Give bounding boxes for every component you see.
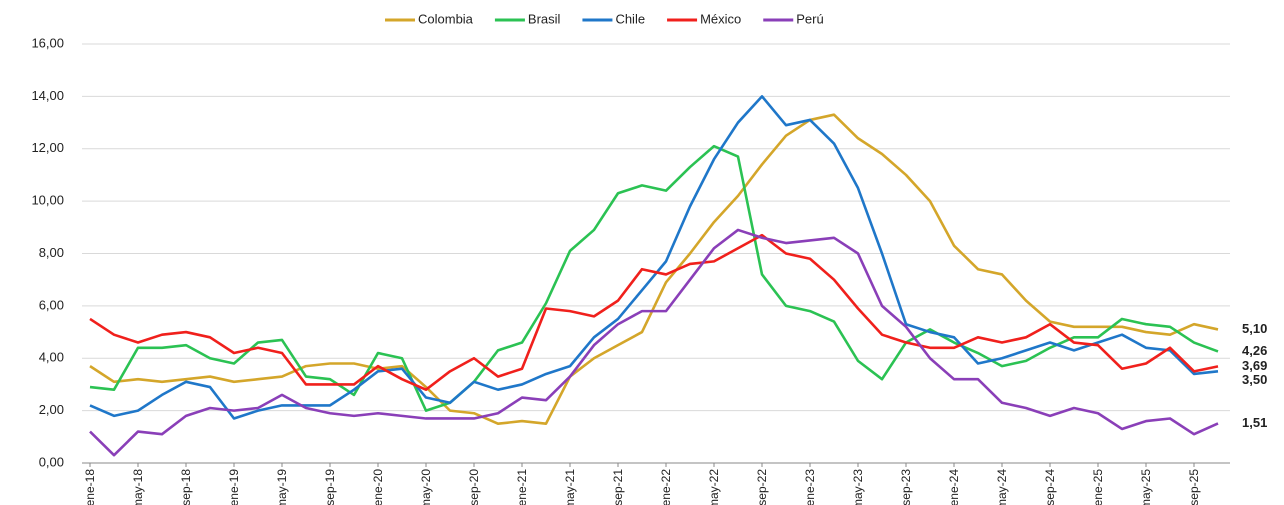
series-line: [89, 144, 1219, 412]
y-tick-label: 10,00: [31, 193, 64, 208]
y-tick-label: 2,00: [39, 402, 64, 417]
x-tick-label: sep-21: [611, 469, 625, 505]
x-tick-label: ene-18: [83, 469, 97, 505]
y-tick-label: 16,00: [31, 35, 64, 50]
x-tick-label: sep-18: [179, 469, 193, 505]
y-tick-label: 4,00: [39, 350, 64, 365]
x-tick-label: may-22: [707, 469, 721, 505]
y-tick-label: 8,00: [39, 245, 64, 260]
x-tick-label: sep-20: [467, 469, 481, 505]
legend-label: Brasil: [528, 11, 561, 26]
x-tick-label: may-18: [131, 469, 145, 505]
x-tick-label: sep-19: [323, 469, 337, 505]
series-line: [89, 95, 1219, 420]
y-tick-label: 0,00: [39, 454, 64, 469]
legend-label: Chile: [615, 11, 645, 26]
x-tick-label: may-23: [851, 469, 865, 505]
x-tick-label: sep-22: [755, 469, 769, 505]
end-value-label: 1,51: [1242, 415, 1267, 430]
end-value-label: 4,26: [1242, 343, 1267, 358]
x-tick-label: sep-24: [1043, 469, 1057, 505]
end-value-label: 3,69: [1242, 358, 1267, 373]
x-tick-label: may-19: [275, 469, 289, 505]
x-tick-label: ene-23: [803, 469, 817, 505]
x-tick-label: ene-21: [515, 469, 529, 505]
y-tick-label: 14,00: [31, 88, 64, 103]
series-line: [89, 228, 1219, 457]
x-tick-label: may-24: [995, 469, 1009, 505]
x-tick-label: sep-23: [899, 469, 913, 505]
series-line: [89, 113, 1219, 426]
legend-label: Colombia: [418, 11, 474, 26]
x-tick-label: ene-24: [947, 469, 961, 505]
y-tick-label: 12,00: [31, 140, 64, 155]
x-tick-label: ene-19: [227, 469, 241, 505]
x-tick-label: may-25: [1139, 469, 1153, 505]
end-value-label: 5,10: [1242, 321, 1267, 336]
x-tick-label: ene-25: [1091, 469, 1105, 505]
x-tick-label: ene-22: [659, 469, 673, 505]
x-tick-label: may-21: [563, 469, 577, 505]
y-tick-label: 6,00: [39, 297, 64, 312]
x-tick-label: ene-20: [371, 469, 385, 505]
legend-label: Perú: [796, 11, 823, 26]
x-tick-label: sep-25: [1187, 469, 1201, 505]
legend-label: México: [700, 11, 741, 26]
series-line: [89, 233, 1219, 391]
x-tick-label: may-20: [419, 469, 433, 505]
end-value-label: 3,50: [1242, 372, 1267, 387]
